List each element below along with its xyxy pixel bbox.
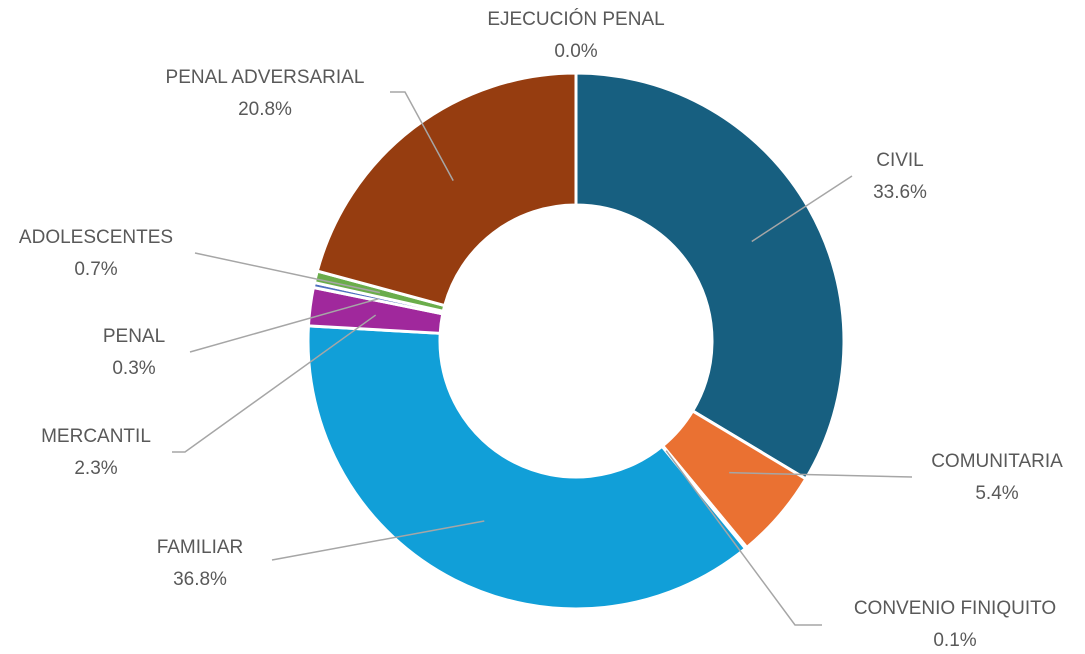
donut-slice [315,71,578,308]
slice-value-label: 2.3% [74,458,117,479]
slice-label: PENAL ADVERSARIAL [166,67,365,88]
slice-label: ADOLESCENTES [19,227,173,248]
donut-slice [574,71,846,481]
slice-value-label: 0.0% [554,41,597,62]
slice-label: EJECUCIÓN PENAL [487,8,664,30]
slice-value-label: 0.3% [112,358,155,379]
slice-value-label: 0.7% [74,259,117,280]
leader-line [189,298,379,353]
slice-label: CIVIL [876,150,924,171]
slice-label: CONVENIO FINIQUITO [854,598,1056,619]
slice-value-label: 20.8% [238,99,292,120]
slice-label: MERCANTIL [41,426,151,447]
slice-label: FAMILIAR [157,537,244,558]
leader-line [665,450,822,626]
leader-line [751,175,853,243]
leader-line [390,91,454,181]
slice-value-label: 0.1% [933,630,976,651]
leader-line [172,314,377,453]
leader-line [271,520,485,561]
slice-value-label: 36.8% [173,569,227,590]
donut-slice [306,324,748,611]
slice-value-label: 5.4% [975,483,1018,504]
leader-line [194,252,381,294]
slice-value-label: 33.6% [873,182,927,203]
slice-label: COMUNITARIA [931,451,1063,472]
leader-line [729,471,913,478]
slice-label: PENAL [103,326,165,347]
